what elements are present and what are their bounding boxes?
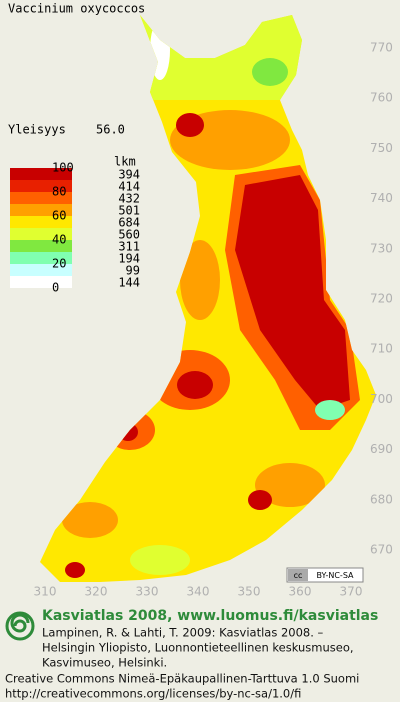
badge-text: BY-NC-SA [316,571,354,580]
y-grid-label: 710 [370,342,393,356]
y-grid-label: 760 [370,91,393,105]
license-line: http://creativecommons.org/licenses/by-n… [5,687,301,701]
legend-swatch [10,228,72,240]
y-grid-label: 770 [370,41,393,55]
legend-swatch [10,216,72,228]
cc-text: cc [294,571,303,580]
y-grid-label: 690 [370,442,393,456]
legend-swatch [10,276,72,288]
x-grid-label: 340 [187,585,210,599]
legend-scale-label: 100 [52,161,74,175]
x-grid-label: 330 [136,585,159,599]
frequency-label: Yleisyys [8,123,66,137]
x-grid-label: 360 [289,585,312,599]
citation-line: Helsingin Yliopisto, Luonnontieteellinen… [42,641,354,655]
legend-scale-label: 60 [52,209,66,223]
legend-swatch [10,264,72,276]
legend-count: 560 [118,228,140,242]
frequency-value: 56.0 [96,123,125,137]
y-grid-label: 700 [370,392,393,406]
legend-count: 414 [118,180,140,194]
y-grid-label: 680 [370,492,393,506]
y-grid-label: 740 [370,191,393,205]
legend-scale-label: 20 [52,257,66,271]
occurrence-map [40,15,376,582]
y-grid-label: 750 [370,141,393,155]
x-grid-label: 320 [85,585,108,599]
logo [5,611,35,641]
y-grid-label: 730 [370,241,393,255]
legend-count: 311 [118,240,140,254]
legend-count: 99 [126,264,140,278]
legend-scale-label: 0 [52,281,59,295]
legend-count: 432 [118,192,140,206]
citation-line: Lampinen, R. & Lahti, T. 2009: Kasviatla… [42,626,324,640]
legend-count: 684 [118,216,140,230]
legend-scale-label: 80 [52,185,66,199]
legend-swatch [10,204,72,216]
y-grid-label: 670 [370,543,393,557]
legend-count: 144 [118,276,140,290]
brand: Kasviatlas 2008, www.luomus.fi/kasviatla… [42,608,378,624]
footer: Lampinen, R. & Lahti, T. 2009: Kasviatla… [5,626,359,701]
count-header: lkm [114,155,136,169]
x-grid-label: 350 [238,585,261,599]
legend-count: 394 [118,168,140,182]
legend-count: 194 [118,252,140,266]
legend-swatch [10,192,72,204]
grid-labels: 770 760 750 740 730 720 710 700 690 680 670 310 320 3… [34,41,393,599]
legend-count: 501 [118,204,140,218]
license-line: Creative Commons Nimeä-Epäkaupallinen-Ta… [5,672,359,686]
x-grid-label: 370 [340,585,363,599]
species-title: Vaccinium oxycoccos [8,2,145,16]
x-grid-label: 310 [34,585,57,599]
license-badge: cc BY-NC-SA [286,567,364,583]
legend-swatch [10,240,72,252]
legend-swatch [10,180,72,192]
y-grid-label: 720 [370,292,393,306]
legend-swatch [10,252,72,264]
legend-swatch [10,168,72,180]
legend-scale-label: 40 [52,233,66,247]
citation-line: Kasvimuseo, Helsinki. [42,656,167,670]
